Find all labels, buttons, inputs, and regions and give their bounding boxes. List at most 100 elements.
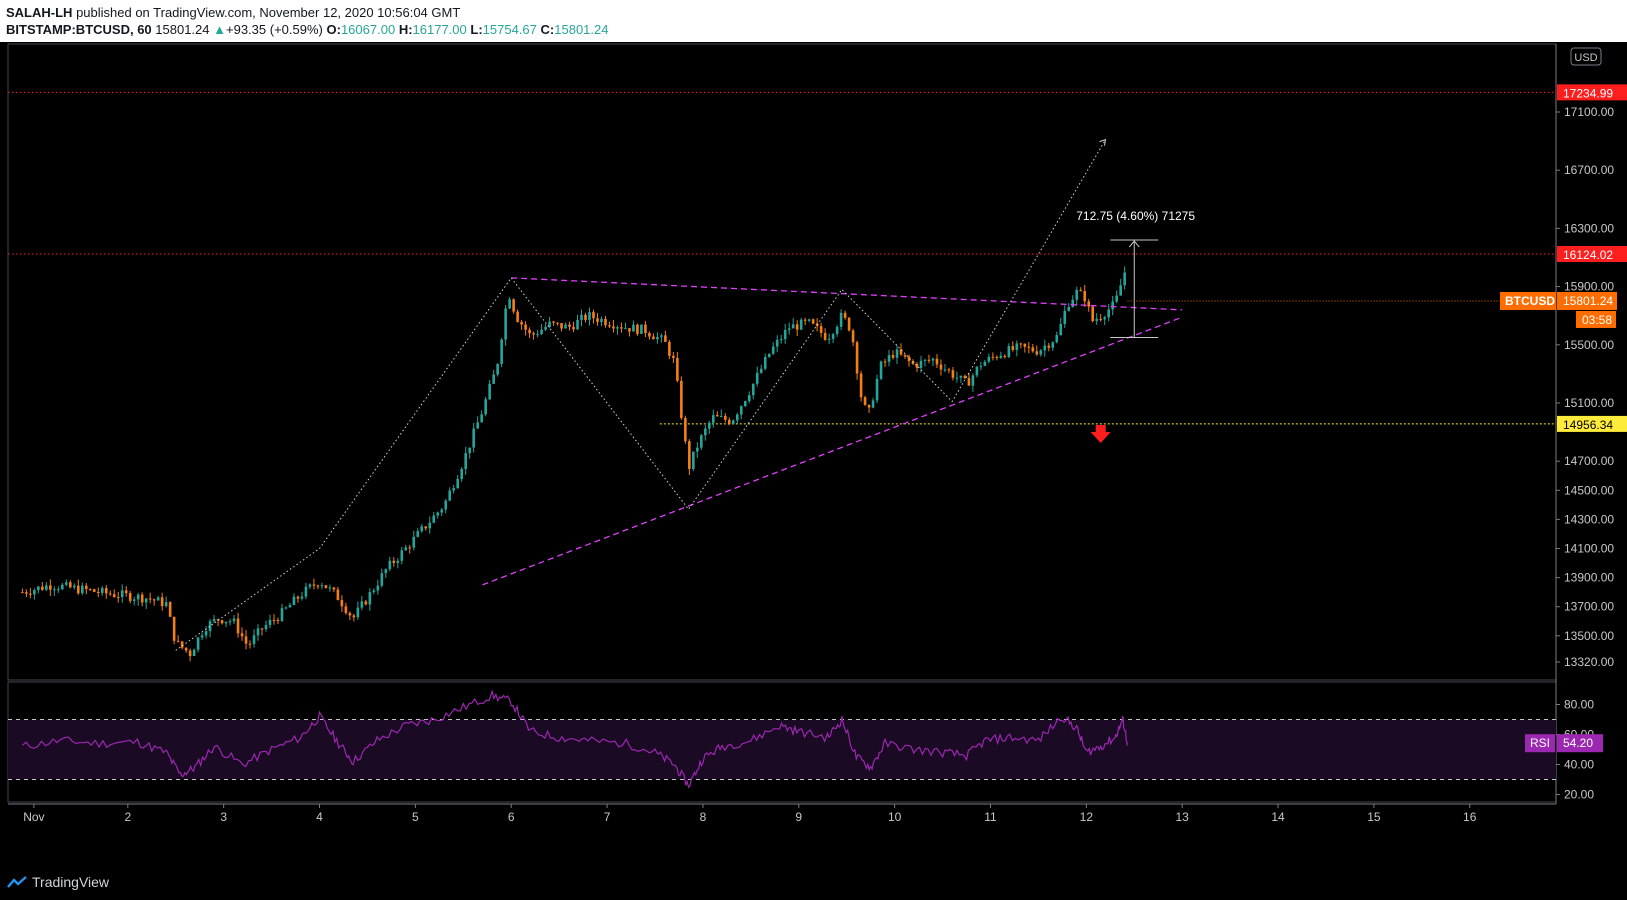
candle-body — [931, 358, 935, 361]
candle-body — [80, 585, 84, 594]
zigzag-pattern[interactable] — [175, 139, 1106, 651]
candle-body — [1063, 310, 1067, 324]
candle-body — [424, 526, 428, 529]
price-chart[interactable]: Nov 2 3 4 5 6 7 8 9 10 11 12 13 14 15 16 17100.00 16700.… — [0, 42, 1627, 868]
price-labels: 17234.99 16124.02 14956.34 RSI 54.20 BTCUSD 15… — [1127, 84, 1627, 753]
price-tick-label: 14700.00 — [1564, 454, 1614, 468]
candle-body — [827, 338, 831, 340]
candle-body — [476, 422, 479, 429]
price-tick-label: 13500.00 — [1564, 629, 1614, 643]
candle-body — [716, 415, 719, 417]
candle-body — [955, 377, 959, 379]
publisher-name[interactable]: SALAH-LH — [6, 5, 73, 20]
candle-body — [1091, 306, 1095, 321]
candle-body — [320, 585, 324, 587]
triangle-lower-trendline[interactable] — [482, 316, 1183, 586]
candle-body — [37, 586, 40, 591]
candle-body — [264, 624, 268, 630]
candle-body — [208, 621, 212, 632]
rsi-tick-label: 40.00 — [1564, 758, 1594, 772]
candle-body — [927, 359, 931, 361]
tradingview-logo[interactable]: TradingView — [6, 874, 109, 890]
candle-body — [939, 364, 943, 370]
candle-body — [480, 414, 483, 423]
symbol-name[interactable]: BITSTAMP:BTCUSD, 60 — [6, 22, 152, 37]
candle-body — [831, 334, 835, 339]
candle-body — [232, 618, 236, 622]
candle-body — [787, 328, 791, 330]
candle-body — [168, 602, 172, 617]
measure-label: 712.75 (4.60%) 71275 — [1076, 209, 1195, 223]
candle-body — [803, 319, 807, 321]
candle-body — [823, 332, 827, 340]
candle-body — [440, 509, 444, 513]
candle-body — [152, 599, 156, 601]
price-axis[interactable]: 17100.00 16700.00 16300.00 15900.00 15500.00… — [1556, 47, 1614, 669]
candle-body — [364, 601, 368, 605]
candle-body — [53, 589, 56, 591]
candle-body — [971, 375, 975, 386]
candle-body — [1047, 345, 1051, 348]
candle-body — [767, 353, 771, 357]
candle-body — [1055, 335, 1059, 343]
candle-body — [324, 585, 328, 589]
horizontal-lines[interactable] — [8, 91, 1556, 425]
candle-body — [887, 355, 891, 362]
candle-body — [312, 584, 316, 586]
time-axis[interactable]: Nov 2 3 4 5 6 7 8 9 10 11 12 13 14 15 16 — [23, 804, 1477, 824]
candle-body — [528, 329, 531, 334]
candle-body — [540, 329, 543, 335]
candle-body — [304, 586, 308, 597]
candle-body — [520, 321, 523, 325]
candle-body — [204, 631, 208, 636]
candle-body — [708, 422, 711, 429]
candle-body — [759, 368, 763, 373]
last-price: 15801.24 — [155, 22, 210, 37]
candle-body — [308, 584, 312, 587]
candle-body — [456, 478, 460, 489]
candle-body — [947, 369, 951, 371]
price-tick-label: 13700.00 — [1564, 600, 1614, 614]
rsi-tick-label: 80.00 — [1564, 698, 1594, 712]
price-tick-label: 14500.00 — [1564, 483, 1614, 497]
candle-body — [1059, 323, 1063, 336]
candle-body — [188, 650, 192, 657]
down-arrow-icon[interactable] — [1090, 425, 1111, 444]
rsi-tick-label: 20.00 — [1564, 788, 1594, 802]
time-tick-label: 14 — [1271, 810, 1285, 824]
candle-body — [452, 488, 456, 491]
candle-body — [596, 318, 599, 322]
drawings[interactable]: 712.75 (4.60%) 71275 — [175, 138, 1196, 651]
candle-body — [775, 339, 779, 347]
candle-body — [763, 356, 767, 369]
candle-body — [108, 593, 112, 595]
candle-body — [332, 587, 336, 590]
candle-body — [228, 621, 232, 623]
candle-body — [444, 500, 448, 510]
candle-body — [1095, 318, 1099, 321]
chart-header: SALAH-LH published on TradingView.com, N… — [0, 0, 1627, 42]
candle-body — [592, 312, 595, 319]
currency-badge[interactable]: USD — [1570, 47, 1602, 66]
candle-body — [180, 641, 184, 648]
h-line-tag-box — [1557, 84, 1627, 101]
candle-body — [328, 587, 332, 589]
candle-body — [21, 592, 24, 594]
published-text: published on TradingView.com, November 1… — [76, 5, 461, 20]
symbol-tag-box — [1500, 291, 1556, 310]
candle-body — [899, 349, 903, 355]
candle-body — [376, 585, 380, 591]
candle-body — [72, 585, 76, 588]
candle-body — [392, 560, 396, 563]
candle-body — [296, 596, 300, 599]
open-value: 16067.00 — [340, 22, 396, 37]
candle-body — [684, 417, 687, 442]
triangle-upper-trendline[interactable] — [511, 277, 1183, 311]
rsi-value-label: 54.20 — [1563, 736, 1593, 750]
rsi-line — [22, 689, 1129, 789]
candle-body — [855, 342, 859, 374]
candle-body — [636, 324, 639, 334]
candle-body — [644, 324, 647, 334]
candle-body — [608, 325, 611, 327]
